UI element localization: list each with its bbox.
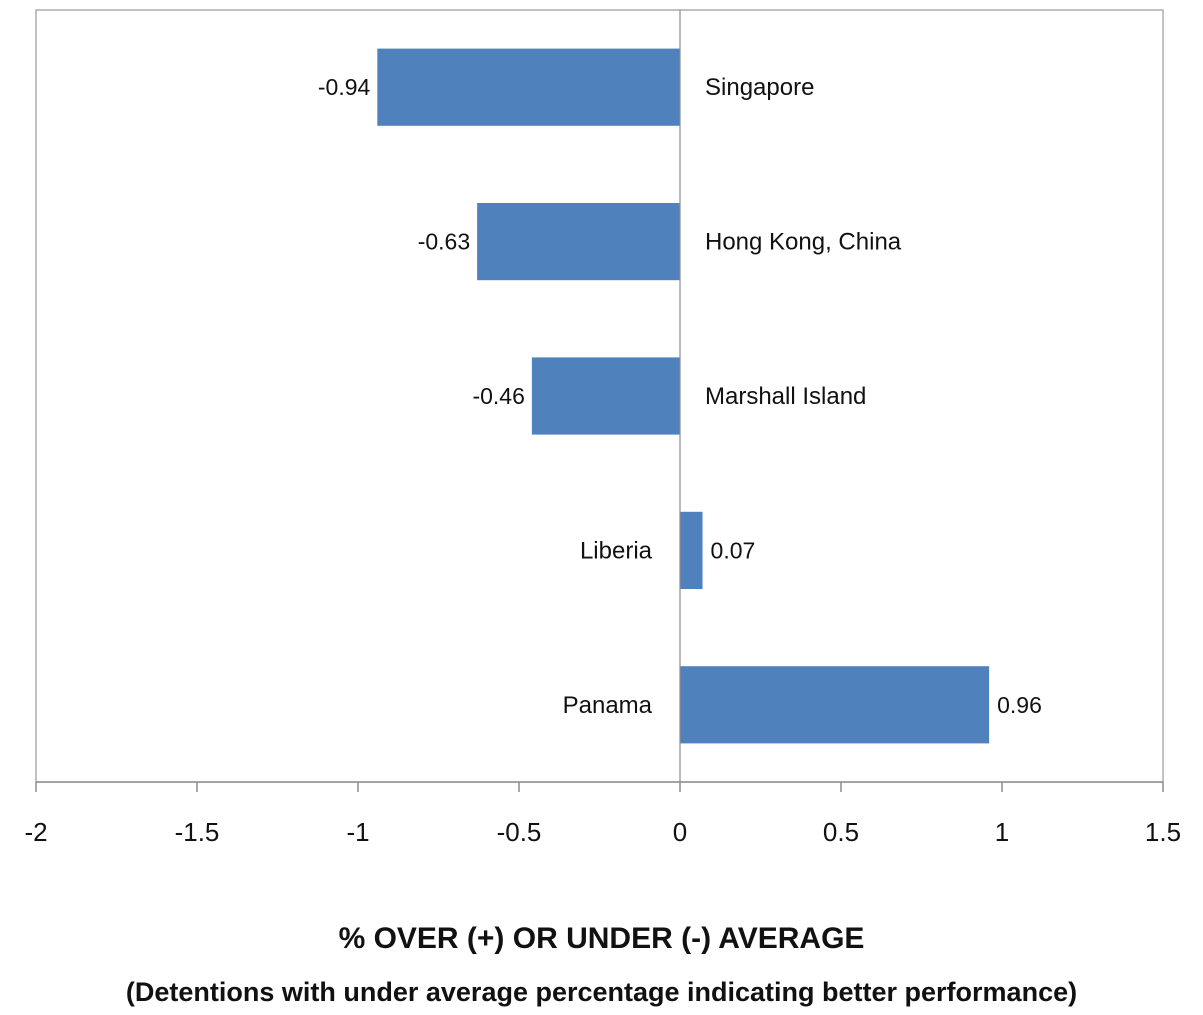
x-tick-label-6: 1 [995, 817, 1009, 847]
bar-chart: -2 -1.5 -1 -0.5 0 0.5 1 1.5 Singapore Hong Kong,… [24, 9, 1181, 847]
category-label-1: Hong Kong, China [705, 229, 902, 256]
bar-4 [680, 666, 990, 744]
x-axis-title: % OVER (+) OR UNDER (-) AVERAGE [338, 922, 865, 955]
x-tick-label-7: 1.5 [1145, 817, 1181, 847]
data-label-4: 0.96 [997, 692, 1042, 718]
bar-2 [531, 357, 680, 435]
x-ticks-group: -2 -1.5 -1 -0.5 0 0.5 1 1.5 [24, 782, 1181, 847]
data-label-0: -0.94 [318, 74, 371, 100]
category-labels-group: Singapore Hong Kong, China Marshall Island… [563, 74, 902, 719]
category-label-0: Singapore [705, 74, 814, 101]
bar-1 [477, 203, 680, 281]
x-tick-label-3: -0.5 [497, 817, 542, 847]
bars-group [377, 48, 990, 744]
data-label-2: -0.46 [472, 383, 524, 409]
x-tick-label-2: -1 [346, 817, 369, 847]
category-label-3: Liberia [580, 537, 653, 564]
bar-0 [377, 48, 680, 126]
x-tick-label-1: -1.5 [175, 817, 220, 847]
category-label-4: Panama [563, 692, 653, 719]
data-label-1: -0.63 [418, 229, 470, 255]
x-tick-label-0: -2 [24, 817, 47, 847]
value-labels-group: -0.94 -0.63 -0.46 0.07 0.96 [318, 74, 1042, 718]
x-axis-subtitle: (Detentions with under average percentag… [125, 977, 1078, 1007]
data-label-3: 0.07 [711, 537, 756, 563]
category-label-2: Marshall Island [705, 383, 866, 410]
bar-3 [680, 511, 703, 589]
x-tick-label-5: 0.5 [823, 817, 859, 847]
x-tick-label-4: 0 [673, 817, 687, 847]
